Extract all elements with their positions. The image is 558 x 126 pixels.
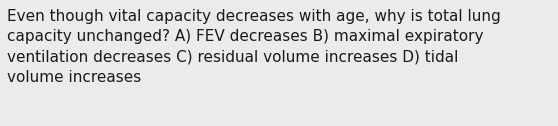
Text: Even though vital capacity decreases with age, why is total lung
capacity unchan: Even though vital capacity decreases wit…	[7, 9, 501, 85]
